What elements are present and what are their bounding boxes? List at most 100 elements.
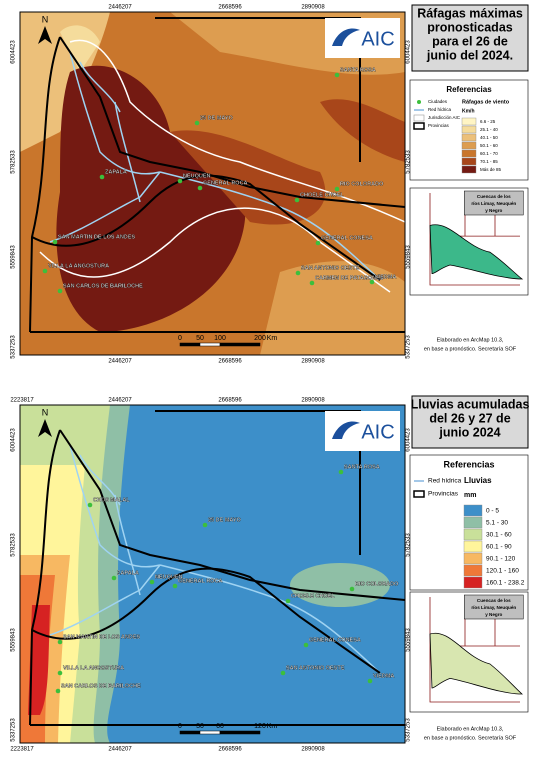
north-arrow bbox=[38, 419, 52, 437]
y-coordinate: 5559843 bbox=[11, 245, 17, 269]
x-coordinate: 2446207 bbox=[108, 398, 132, 404]
credit-line: Elaborado en ArcMap 10.3, bbox=[437, 337, 504, 343]
scale-label: 200 bbox=[254, 335, 266, 342]
city-dot bbox=[338, 469, 344, 475]
x-coordinate: 2223817 bbox=[10, 747, 34, 753]
city-label: 25 DE MAYO bbox=[200, 115, 234, 121]
inset-label-box bbox=[464, 190, 524, 216]
scale-label: 50 bbox=[196, 335, 204, 342]
city-dot bbox=[99, 174, 105, 180]
legend-item-label: Jurisdicción AIC bbox=[428, 115, 461, 120]
y-coordinate: 5559843 bbox=[11, 628, 17, 652]
province-line bbox=[59, 36, 405, 208]
legend-swatch bbox=[463, 504, 483, 517]
legend-swatch bbox=[461, 157, 477, 166]
river bbox=[79, 454, 121, 506]
y-coordinate: 6004423 bbox=[406, 428, 412, 452]
y-coordinate: 5782533 bbox=[11, 150, 17, 174]
x-coordinate: 2446207 bbox=[108, 359, 132, 365]
city-dot bbox=[202, 522, 208, 528]
legend-swatch bbox=[461, 117, 477, 126]
inset-label-box bbox=[464, 594, 524, 620]
city-dot bbox=[294, 197, 300, 203]
legend-swatch bbox=[463, 528, 483, 541]
title-line: pronosticadas bbox=[427, 20, 512, 34]
legend-item-label: Provincias bbox=[428, 491, 459, 498]
logo-text: AIC bbox=[361, 28, 394, 50]
y-coordinate: 5782533 bbox=[406, 150, 412, 174]
legend-heading: Lluvias bbox=[464, 476, 492, 485]
credit-line: en base a pronóstico. Secretaría SOF bbox=[424, 735, 517, 741]
legend-symbol bbox=[413, 122, 425, 130]
credit-line: Elaborado en ArcMap 10.3, bbox=[437, 726, 504, 732]
inset-label: Cuencas de los bbox=[477, 598, 511, 603]
title-line: Ráfagas máximas bbox=[417, 6, 523, 20]
city-dot bbox=[295, 270, 301, 276]
legend-swatch bbox=[461, 141, 477, 150]
scale-label: Km bbox=[267, 723, 278, 730]
title-line: Lluvias acumuladas bbox=[411, 397, 530, 411]
city-label: SAN ANTONIO OESTE bbox=[286, 665, 345, 671]
city-dot bbox=[52, 239, 58, 245]
north-arrow bbox=[38, 26, 52, 44]
y-coordinate: 5782533 bbox=[406, 533, 412, 557]
x-coordinate: 2223817 bbox=[10, 398, 34, 404]
legend-title: Referencias bbox=[443, 459, 494, 469]
x-coordinate: 2446207 bbox=[108, 5, 132, 11]
scale-segment bbox=[199, 730, 221, 735]
credit-line: en base a pronóstico. Secretaría SOF bbox=[424, 346, 517, 352]
city-dot bbox=[42, 268, 48, 274]
city-label: 25 DE MAYO bbox=[208, 517, 242, 523]
y-coordinate: 5782533 bbox=[11, 533, 17, 557]
inset-basin bbox=[429, 224, 524, 280]
legend-class-label: 60.1 - 90 bbox=[486, 544, 512, 551]
province-line bbox=[31, 174, 381, 281]
y-coordinate: 5559843 bbox=[406, 628, 412, 652]
province-line bbox=[59, 429, 405, 601]
map-panel: N AIC SANTA ROSA CHOS MALAL 25 DE MAYO ZAPALA… bbox=[19, 404, 406, 744]
inset-label: ríos Limay, Neuquén bbox=[471, 605, 516, 610]
inset-map: Cuencas de los ríos Limay, Neuquén y Negro bbox=[429, 190, 524, 286]
legend-swatch bbox=[463, 564, 483, 577]
legend-class-label: 30.1 - 60 bbox=[486, 532, 512, 539]
legend-heading: Ráfagas de viento bbox=[462, 99, 510, 105]
city-dot bbox=[194, 120, 200, 126]
legend-class-label: 120.1 - 160 bbox=[486, 568, 519, 575]
city-label: CHOELE CHOEL bbox=[291, 593, 335, 599]
legend-symbol bbox=[417, 100, 421, 104]
raster-zone bbox=[320, 99, 405, 162]
scale-segment bbox=[219, 342, 261, 347]
scale-label: 120 bbox=[254, 723, 266, 730]
city-dot bbox=[55, 688, 61, 694]
city-dot bbox=[315, 240, 321, 246]
legend-item-label: Red hídrica bbox=[428, 478, 462, 485]
city-label: ZAPALA bbox=[117, 570, 139, 576]
logo-mark bbox=[332, 421, 360, 439]
city-label: RIO COLORADO bbox=[355, 581, 399, 587]
city-dot bbox=[334, 186, 340, 192]
inset-map: Cuencas de los ríos Limay, Neuquén y Negro bbox=[429, 594, 524, 703]
legend-swatch bbox=[463, 516, 483, 529]
y-coordinate: 5337253 bbox=[406, 718, 412, 742]
y-coordinate: 5337253 bbox=[11, 718, 17, 742]
city-label: VILLA LA ANGOSTURA bbox=[48, 263, 109, 269]
legend-item-label: Provincias bbox=[428, 123, 450, 128]
city-label: NEUQUEN bbox=[183, 173, 211, 179]
scale-label: 0 bbox=[178, 335, 182, 342]
city-label: SAN CARLOS DE BARILOCHE bbox=[61, 683, 141, 689]
river bbox=[79, 61, 121, 113]
jurisdiction-line bbox=[39, 39, 405, 293]
scale-label: 60 bbox=[216, 723, 224, 730]
city-label: ZAPALA bbox=[105, 169, 127, 175]
legend-swatch bbox=[463, 540, 483, 553]
legend-swatch bbox=[463, 576, 483, 589]
map-frame bbox=[19, 11, 406, 356]
legend-class-label: 5.1 - 30 bbox=[486, 520, 508, 527]
city-dot bbox=[172, 583, 178, 589]
legend-swatch bbox=[461, 133, 477, 142]
x-coordinate: 2890908 bbox=[301, 398, 325, 404]
legend-symbol bbox=[413, 490, 425, 498]
legend-swatch bbox=[463, 552, 483, 565]
inset-label: ríos Limay, Neuquén bbox=[471, 201, 516, 206]
